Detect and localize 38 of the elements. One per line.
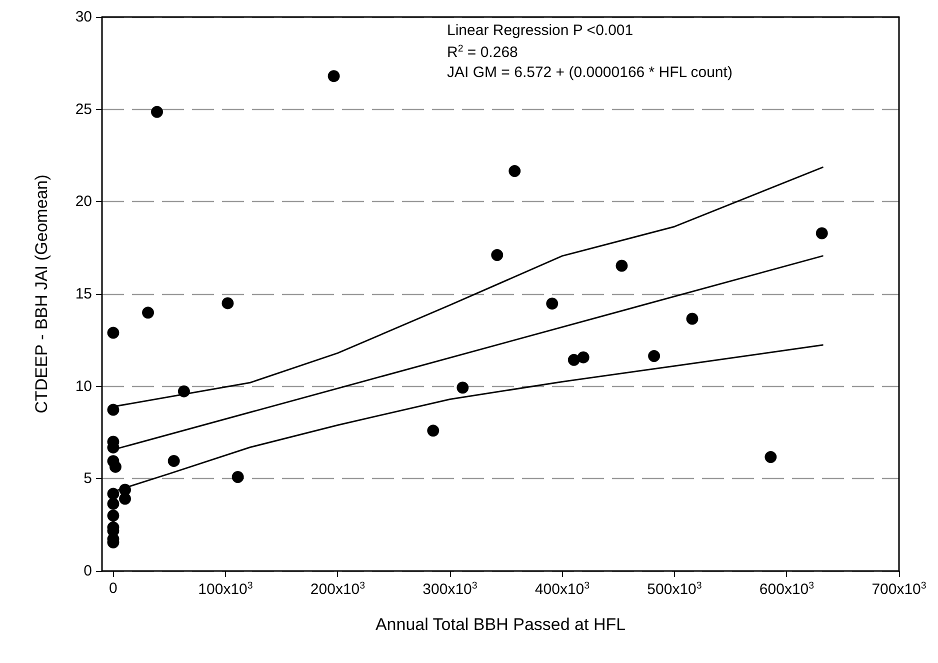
point [107, 404, 120, 416]
point [109, 460, 122, 473]
point [107, 498, 120, 510]
point [577, 351, 590, 364]
point [178, 385, 190, 398]
y-tick-label: 10 [75, 378, 92, 395]
point [546, 298, 558, 310]
point [119, 492, 132, 505]
point [427, 424, 440, 437]
point [568, 354, 580, 366]
point [328, 70, 340, 82]
point [456, 382, 469, 394]
point [142, 306, 154, 319]
point [168, 454, 180, 467]
point [151, 106, 164, 118]
point [616, 260, 628, 272]
y-tick-label: 25 [75, 100, 92, 118]
point [816, 227, 828, 240]
x-tick-label: 0 [109, 580, 118, 597]
annotation: Linear Regression P <0.001 [447, 22, 634, 39]
point [107, 510, 120, 522]
point [232, 471, 244, 483]
annotation: JAI GM = 6.572 + (0.0000166 * HFL count) [447, 64, 732, 81]
y-tick-label: 15 [75, 286, 92, 302]
point [107, 326, 120, 339]
point [107, 488, 120, 500]
y-tick-label: 20 [75, 193, 92, 210]
y-tick-label: 5 [84, 470, 92, 488]
y-tick-label: 30 [75, 8, 92, 26]
point [648, 350, 660, 362]
point [508, 165, 521, 178]
x-axis-title: Annual Total BBH Passed at HFL [375, 615, 626, 634]
point [764, 451, 777, 464]
point [222, 297, 234, 310]
y-axis-title: CTDEEP - BBH JAI (Geomean) [32, 174, 51, 414]
point [686, 312, 698, 325]
point [491, 249, 504, 262]
y-tick-label: 0 [84, 562, 92, 580]
